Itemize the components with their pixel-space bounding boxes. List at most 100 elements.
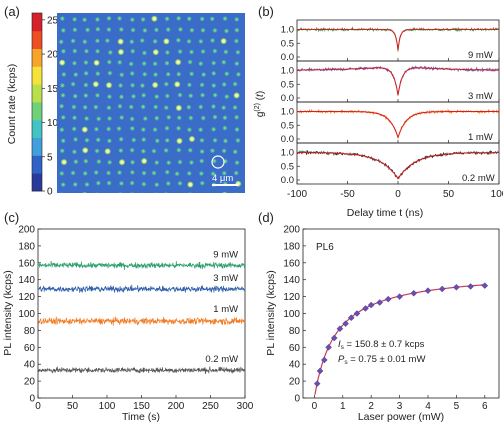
colorbar-segment	[32, 96, 42, 100]
emitter-spot	[81, 125, 89, 134]
emitter-spot	[82, 59, 89, 66]
emitter-spot	[60, 48, 67, 55]
emitter-spot	[130, 136, 137, 143]
pl-map-spots	[58, 15, 253, 193]
emitter-spot	[129, 147, 136, 154]
emitter-spot	[209, 147, 216, 154]
emitter-spot	[233, 114, 240, 121]
emitter-spot	[129, 159, 136, 166]
emitter-spot	[176, 159, 183, 166]
b-x-tick-label: 100	[491, 189, 503, 200]
emitter-spot	[220, 104, 227, 111]
emitter-spot	[150, 15, 158, 23]
colorbar-segment	[32, 13, 42, 17]
colorbar-ticks: 0 5 10 15 20 25	[42, 15, 59, 198]
emitter-spot	[221, 170, 228, 177]
d-data-point	[481, 282, 489, 289]
emitter-spot	[199, 148, 206, 155]
colorbar-segment	[32, 110, 42, 115]
panel-c: 0 50 100 150 200 250 300 0 20 40 60 80 100 120 140 160 1…	[2, 225, 254, 424]
d-x-tick-label: 5	[454, 401, 460, 412]
c-y-tick-label: 40	[24, 360, 36, 371]
d-data-point	[325, 344, 332, 351]
colorbar-tick-label: 5	[47, 152, 53, 163]
emitter-spot	[94, 26, 101, 33]
emitter-spot	[60, 27, 67, 34]
emitter-spot	[152, 60, 159, 67]
colorbar-segment	[32, 72, 42, 76]
emitter-spot	[210, 126, 217, 133]
c-traces	[37, 260, 246, 375]
emitter-spot	[220, 37, 228, 45]
d-data-point	[336, 325, 344, 332]
emitter-spot	[118, 158, 126, 166]
emitter-spot	[129, 115, 136, 122]
colorbar-segment	[32, 155, 42, 159]
emitter-spot	[198, 137, 205, 144]
colorbar-segment	[32, 161, 42, 165]
colorbar-segment	[32, 140, 42, 144]
emitter-spot	[210, 70, 217, 77]
g2-y-tick-label: 0.0	[281, 134, 294, 145]
emitter-spot	[151, 170, 158, 177]
d-y-tick-label: 20	[289, 377, 301, 388]
emitter-spot	[72, 181, 79, 188]
emitter-spot	[104, 37, 111, 44]
emitter-spot	[59, 82, 66, 89]
emitter-spot	[234, 180, 242, 188]
d-y-tick-label: 120	[283, 292, 300, 303]
d-data-point	[467, 283, 474, 290]
emitter-spot	[233, 126, 240, 133]
emitter-spot	[176, 180, 183, 187]
g2-fit	[297, 111, 499, 140]
d-y-tick-label: 60	[289, 343, 301, 354]
g2-y-tick-label: 0.5	[281, 120, 294, 131]
emitter-spot	[81, 191, 88, 193]
c-y-tick-label: 160	[18, 258, 35, 269]
emitter-spot	[164, 49, 171, 56]
emitter-spot	[116, 15, 123, 22]
g2-y-tick-label: 1.0	[281, 25, 294, 36]
emitter-spot	[71, 48, 78, 55]
emitter-spot	[247, 115, 253, 121]
emitter-spot	[233, 38, 240, 45]
emitter-spot	[83, 70, 90, 77]
emitter-spot	[105, 26, 112, 33]
colorbar-segment	[32, 134, 42, 138]
emitter-spot	[129, 16, 136, 23]
emitter-spot	[118, 114, 125, 121]
emitter-spot	[117, 37, 125, 46]
emitter-spot	[128, 103, 135, 110]
emitter-spot	[106, 159, 113, 166]
emitter-spot	[244, 17, 245, 20]
d-data-point	[353, 310, 361, 317]
emitter-spot	[210, 103, 217, 110]
c-y-tick-label: 140	[18, 275, 35, 286]
d-x-tick-label: 6	[482, 401, 488, 412]
colorbar-segment	[32, 24, 42, 29]
emitter-spot	[130, 93, 137, 100]
emitter-spot	[95, 180, 102, 187]
d-x-tick-label: 3	[397, 401, 403, 412]
emitter-spot	[105, 169, 112, 176]
emitter-spot	[177, 48, 184, 55]
emitter-spot	[94, 92, 101, 99]
emitter-spot	[60, 158, 68, 166]
emitter-spot	[118, 93, 125, 100]
colorbar-segment	[32, 188, 42, 192]
emitter-spot	[221, 114, 228, 121]
emitter-spot	[234, 159, 241, 166]
emitter-spot	[165, 26, 172, 33]
emitter-spot	[95, 136, 102, 143]
d-x-tick-label: 2	[368, 401, 374, 412]
c-y-tick-label: 60	[24, 343, 36, 354]
emitter-spot	[222, 15, 229, 22]
emitter-spot	[139, 191, 145, 193]
panel-b: 0.0 0.5 1.0 9 mW 0.0 0.5 1.0 3 mW 0.0 0.5 1.0 1 mW 0…	[254, 19, 503, 219]
emitter-spot	[153, 93, 160, 100]
emitter-spot	[129, 70, 136, 77]
colorbar-segment	[32, 104, 42, 109]
emitter-spot	[141, 71, 148, 78]
emitter-spot	[70, 37, 77, 44]
g2-y-tick-label: 0.5	[281, 79, 294, 90]
